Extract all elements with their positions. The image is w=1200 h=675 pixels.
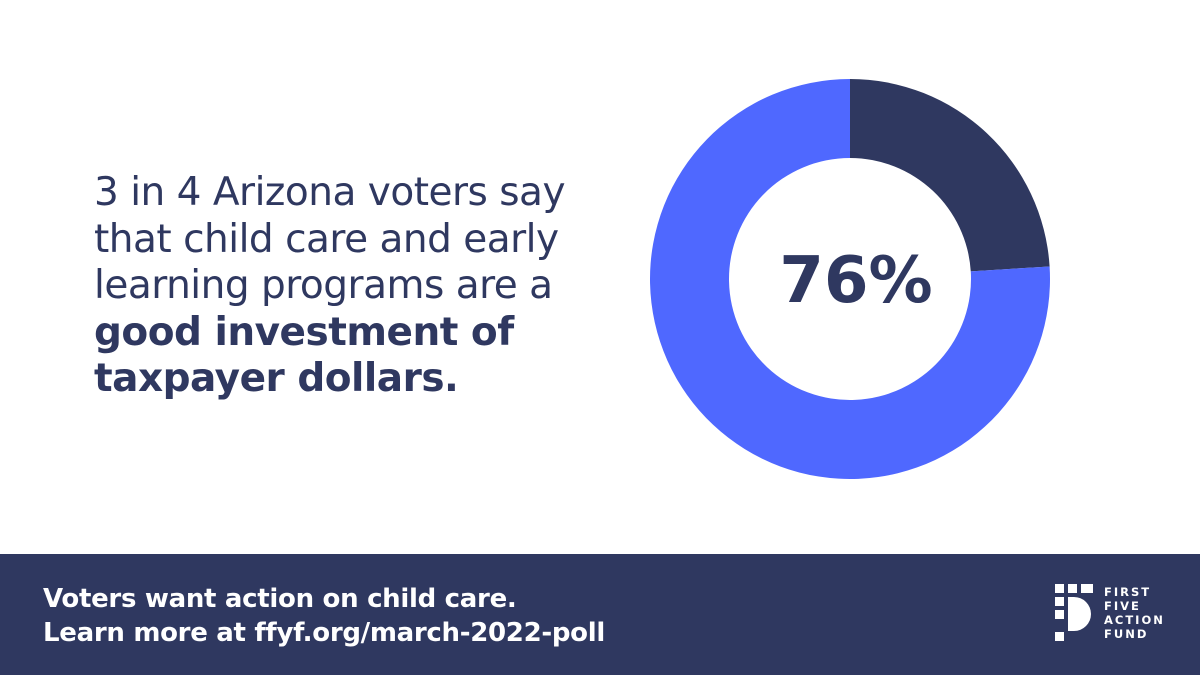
footer-line-2: Learn more at ffyf.org/march-2022-poll: [43, 618, 605, 648]
headline-line-1: 3 in 4 Arizona voters say: [94, 170, 566, 215]
logo-word-4: FUND: [1104, 627, 1149, 641]
donut-slice-24: [850, 79, 1050, 272]
logo-five-mark-icon: [1055, 584, 1093, 641]
headline-line-5-bold: taxpayer dollars.: [94, 356, 459, 401]
logo-word-2: FIVE: [1104, 599, 1141, 613]
headline-line-3: learning programs are a: [94, 263, 553, 308]
donut-center-label: 76%: [779, 244, 932, 318]
footer-line-1: Voters want action on child care.: [43, 584, 517, 614]
footer-text: Voters want action on child care. Learn …: [43, 582, 605, 650]
headline: 3 in 4 Arizona voters say that child car…: [94, 170, 594, 403]
first-five-action-fund-logo: FIRST FIVE ACTION FUND: [1055, 584, 1165, 646]
donut-chart-svg: 76%: [650, 79, 1050, 479]
donut-slice-76: [650, 79, 1050, 479]
logo-word-3: ACTION: [1104, 613, 1165, 627]
headline-line-2: that child care and early: [94, 216, 559, 262]
logo-word-1: FIRST: [1104, 585, 1152, 599]
logo-wordmark: FIRST FIVE ACTION FUND: [1104, 585, 1165, 641]
donut-chart: 76%: [649, 78, 1051, 480]
headline-line-4-bold: good investment of: [94, 309, 514, 355]
footer-banner: Voters want action on child care. Learn …: [0, 554, 1200, 675]
